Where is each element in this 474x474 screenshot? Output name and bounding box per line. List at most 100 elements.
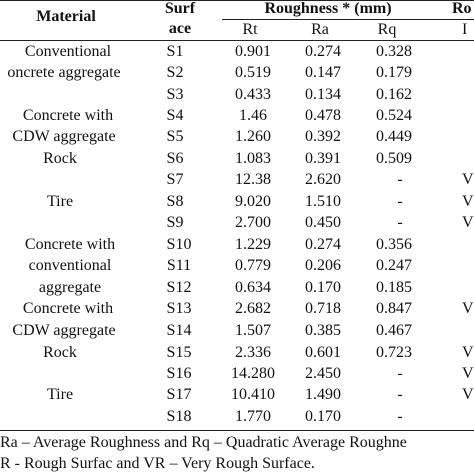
- rt-cell: 2.682: [235, 300, 271, 317]
- ra-cell: 0.206: [305, 257, 341, 274]
- class-cell: V: [462, 344, 474, 361]
- footnote-line: Ra – Average Roughness and Rq – Quadrati…: [0, 434, 407, 451]
- ra-cell: 0.478: [305, 107, 341, 124]
- header-classification-sub: I: [462, 21, 468, 38]
- header-material: Material: [36, 8, 96, 25]
- class-cell: V: [462, 214, 474, 231]
- ra-cell: 2.450: [305, 365, 341, 382]
- rq-cell: 0.247: [376, 257, 412, 274]
- header-surface-line1: Surf: [164, 0, 196, 17]
- class-cell: V: [462, 386, 474, 403]
- ra-cell: 1.510: [305, 193, 341, 210]
- rt-cell: 1.260: [235, 128, 271, 145]
- surface-cell: S14: [166, 322, 192, 339]
- roughness-group-rule: [222, 19, 474, 20]
- header-top-rule: [0, 0, 474, 1]
- ra-cell: 0.274: [305, 43, 341, 60]
- rt-cell: 0.634: [235, 279, 271, 296]
- rq-cell: -: [397, 408, 403, 425]
- rt-cell: 0.433: [235, 86, 271, 103]
- surface-cell: S9: [166, 214, 184, 231]
- surface-cell: S11: [166, 257, 192, 274]
- footnote-line: R - Rough Surfac and VR – Very Rough Sur…: [0, 455, 315, 472]
- material-label: Rock: [43, 344, 77, 361]
- surface-cell: S12: [166, 279, 192, 296]
- rq-cell: 0.356: [376, 236, 412, 253]
- material-label: oncrete aggregate: [7, 64, 121, 81]
- ra-cell: 0.170: [305, 279, 341, 296]
- rt-cell: 14.280: [231, 365, 275, 382]
- class-cell: V: [462, 365, 474, 382]
- rq-cell: -: [397, 193, 403, 210]
- ra-cell: 0.391: [305, 150, 341, 167]
- rt-cell: 0.901: [235, 43, 271, 60]
- ra-cell: 0.274: [305, 236, 341, 253]
- rq-cell: -: [397, 214, 403, 231]
- surface-cell: S3: [166, 86, 184, 103]
- rq-cell: 0.328: [376, 43, 412, 60]
- rq-cell: 0.467: [376, 322, 412, 339]
- surface-cell: S15: [166, 344, 192, 361]
- ra-cell: 0.601: [305, 344, 341, 361]
- material-label: CDW aggregate: [12, 322, 116, 339]
- rt-cell: 10.410: [231, 386, 275, 403]
- surface-cell: S8: [166, 193, 184, 210]
- material-label: Tire: [46, 193, 74, 210]
- rt-cell: 12.38: [235, 171, 271, 188]
- header-rt: Rt: [242, 21, 258, 38]
- surface-cell: S7: [166, 171, 184, 188]
- material-label: Conventional: [24, 43, 112, 60]
- rt-cell: 1.083: [235, 150, 271, 167]
- class-cell: V: [462, 300, 474, 317]
- ra-cell: 2.620: [305, 171, 341, 188]
- material-label: Rock: [43, 150, 77, 167]
- material-label: Concrete with: [22, 107, 114, 124]
- material-label: Concrete with: [22, 300, 114, 317]
- rt-cell: 0.519: [235, 64, 271, 81]
- material-label: Concrete with: [24, 236, 116, 253]
- ra-cell: 0.718: [305, 300, 341, 317]
- header-rq: Rq: [377, 21, 397, 38]
- surface-cell: S1: [166, 43, 184, 60]
- rq-cell: 0.524: [376, 107, 412, 124]
- rq-cell: 0.723: [376, 344, 412, 361]
- surface-cell: S4: [166, 107, 184, 124]
- rt-cell: 2.700: [235, 214, 271, 231]
- rt-cell: 2.336: [235, 344, 271, 361]
- rt-cell: 1.770: [235, 408, 271, 425]
- header-ra: Ra: [311, 21, 329, 38]
- header-roughness-group: Roughness * (mm): [264, 0, 392, 17]
- material-label: Tire: [46, 386, 74, 403]
- rq-cell: 0.162: [376, 86, 412, 103]
- surface-cell: S17: [166, 386, 192, 403]
- rt-cell: 1.507: [235, 322, 271, 339]
- rt-cell: 0.779: [235, 257, 271, 274]
- header-bottom-rule: [0, 40, 474, 41]
- rt-cell: 1.229: [235, 236, 271, 253]
- material-label: conventional: [28, 257, 112, 274]
- rq-cell: 0.847: [376, 300, 412, 317]
- surface-cell: S5: [166, 128, 184, 145]
- ra-cell: 1.490: [305, 386, 341, 403]
- header-surface-line2: ace: [168, 20, 192, 37]
- surface-cell: S18: [166, 408, 192, 425]
- ra-cell: 0.147: [305, 64, 341, 81]
- ra-cell: 0.134: [305, 86, 341, 103]
- rq-cell: 0.185: [376, 279, 412, 296]
- rq-cell: -: [397, 386, 403, 403]
- rq-cell: 0.509: [376, 150, 412, 167]
- class-cell: V: [462, 193, 474, 210]
- rt-cell: 9.020: [235, 193, 271, 210]
- surface-cell: S13: [166, 300, 192, 317]
- rt-cell: 1.46: [239, 107, 267, 124]
- surface-cell: S16: [166, 365, 192, 382]
- rq-cell: 0.449: [376, 128, 412, 145]
- material-label: CDW aggregate: [12, 128, 116, 145]
- surface-cell: S2: [166, 64, 184, 81]
- rq-cell: 0.179: [376, 64, 412, 81]
- ra-cell: 0.170: [305, 408, 341, 425]
- ra-cell: 0.450: [305, 214, 341, 231]
- table-bottom-rule: [0, 430, 474, 431]
- rq-cell: -: [397, 171, 403, 188]
